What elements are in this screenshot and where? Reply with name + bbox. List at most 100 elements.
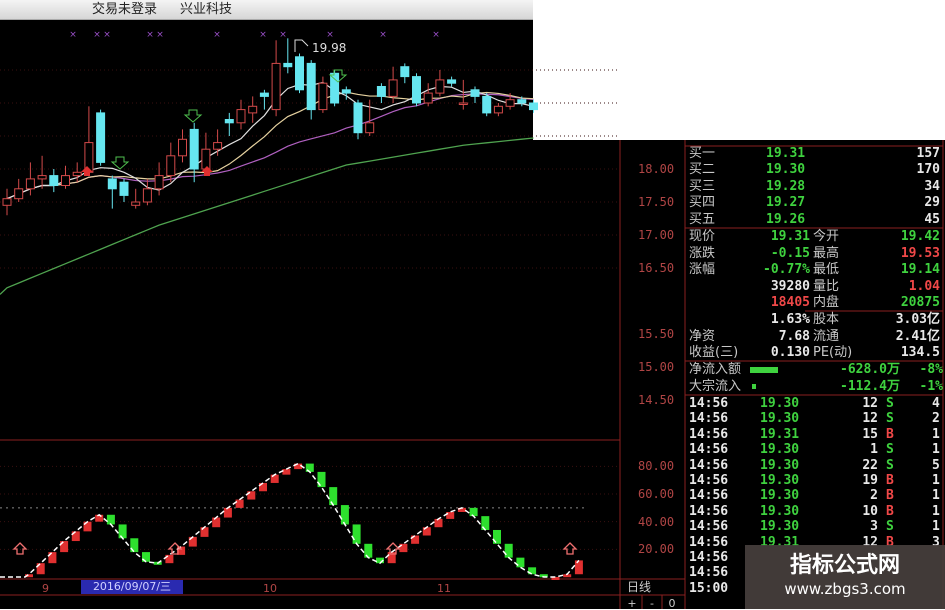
- candle-up: [505, 99, 515, 107]
- indicator-bar-rise: [399, 543, 408, 553]
- tick-time: 14:56: [689, 488, 729, 504]
- zoom-in-button[interactable]: +: [627, 597, 637, 610]
- quote-value: 19.14: [900, 262, 940, 278]
- candle-down: [224, 119, 234, 124]
- quote-label: 最高: [813, 245, 840, 261]
- indicator-bar-rise: [83, 521, 92, 532]
- candle-up: [61, 175, 70, 187]
- signal-marker-icon: ×: [432, 30, 440, 40]
- sell-arrow-icon: [328, 69, 348, 83]
- tick-n: 5: [932, 457, 940, 473]
- main-background: [0, 140, 945, 609]
- period-label[interactable]: 日线: [627, 580, 652, 594]
- tick-vol: 12: [862, 411, 878, 427]
- tick-time: 14:56: [689, 457, 729, 473]
- tick-side: S: [886, 519, 894, 535]
- quote-label: PE(动): [813, 345, 853, 361]
- indicator-bar-fall: [340, 505, 349, 525]
- tick-price: 19.30: [760, 473, 800, 488]
- quote-label: 最低: [813, 262, 840, 278]
- bid-volume: 170: [916, 162, 940, 178]
- signal-marker-icon: ×: [156, 30, 164, 40]
- tick-time: 14:56: [689, 565, 729, 581]
- candle-up: [14, 188, 24, 200]
- tick-vol: 12: [862, 396, 878, 411]
- tick-n: 1: [932, 519, 940, 535]
- candle-down: [470, 89, 480, 97]
- tick-price: 19.30: [760, 396, 800, 411]
- login-status: 交易未登录: [92, 2, 158, 17]
- signal-marker-icon: ×: [93, 30, 101, 40]
- candle-up: [248, 105, 258, 114]
- price-axis-label: 17.50: [638, 195, 675, 209]
- quote-label: 收益(三): [689, 345, 739, 361]
- tick-n: 2: [932, 411, 940, 427]
- indicator-axis-label: 20.00: [638, 542, 675, 557]
- indicator-axis-label: 60.00: [638, 487, 675, 502]
- date-tick-9: 9: [42, 582, 49, 595]
- indicator-bar-rise: [434, 518, 443, 528]
- quote-label: 现价: [689, 229, 716, 244]
- indicator-bar-rise: [270, 474, 279, 483]
- buy-arrow-icon: [12, 542, 28, 555]
- tick-time: 14:56: [689, 503, 729, 519]
- quote-label: 量比: [813, 278, 840, 294]
- tick-side: S: [886, 442, 894, 458]
- indicator-bar-fall: [305, 463, 314, 472]
- tick-time: 15:00: [689, 580, 729, 596]
- tick-time: 14:56: [689, 396, 729, 411]
- candle-down: [517, 99, 527, 104]
- tick-time: 14:56: [689, 534, 729, 550]
- candle-down: [376, 86, 386, 97]
- candle-down: [107, 178, 117, 190]
- flow-percent: -8%: [919, 362, 943, 377]
- ma5-line: [6, 81, 534, 200]
- indicator-bar-rise: [411, 535, 420, 544]
- indicator-bar-rise: [563, 574, 572, 578]
- sell-arrow-icon: [183, 109, 203, 123]
- tick-time: 14:56: [689, 426, 729, 442]
- tick-price: 19.31: [760, 426, 800, 442]
- candle-down: [447, 79, 457, 84]
- buy-arrow-icon: [562, 542, 578, 555]
- quote-label: 今开: [813, 229, 840, 244]
- high-price-label: 19.98: [312, 41, 347, 55]
- indicator-bar-rise: [212, 517, 221, 528]
- buy-arrow-icon: [81, 166, 93, 176]
- zoom-reset-button[interactable]: 0: [668, 597, 676, 610]
- candle-down: [259, 92, 269, 97]
- candle-up: [37, 175, 47, 180]
- indicator-bar-rise: [282, 469, 291, 475]
- quote-value: 1.04: [908, 278, 940, 294]
- indicator-bar-fall: [481, 516, 490, 530]
- zoom-out-button[interactable]: -: [650, 597, 654, 610]
- bid-level-label: 买三: [689, 178, 716, 194]
- tick-vol: 22: [862, 457, 878, 473]
- candle-down: [189, 128, 199, 170]
- title-bar: 交易未登录 兴业科技: [0, 0, 533, 20]
- indicator-bar-rise: [95, 514, 104, 522]
- indicator-bar-rise: [247, 491, 256, 500]
- tick-n: 3: [932, 534, 940, 550]
- candle-down: [306, 62, 316, 111]
- signal-marker-icon: ×: [146, 30, 154, 40]
- quote-value: -0.77%: [763, 262, 810, 278]
- indicator-bar-fall: [130, 538, 139, 553]
- candle-up: [435, 79, 445, 94]
- indicator-line: [0, 462, 580, 578]
- bid-level-label: 买一: [689, 146, 716, 161]
- ma10-line: [6, 91, 534, 200]
- quote-label: 内盘: [813, 295, 840, 311]
- tick-side: B: [886, 503, 894, 519]
- indicator-bar-rise: [294, 463, 303, 470]
- price-axis-label: 18.00: [638, 162, 675, 176]
- signal-marker-icon: ×: [379, 30, 387, 40]
- candle-up: [236, 109, 246, 124]
- bid-level-label: 买五: [689, 211, 716, 227]
- tick-vol: 10: [862, 503, 878, 519]
- tick-side: S: [886, 411, 894, 427]
- buy-arrow-icon: [201, 166, 213, 176]
- candle-up: [131, 201, 141, 206]
- candle-up: [365, 122, 375, 134]
